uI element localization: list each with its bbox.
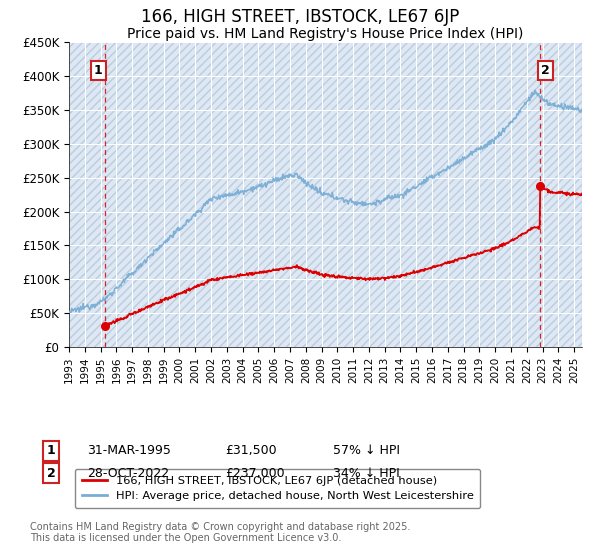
- Title: Price paid vs. HM Land Registry's House Price Index (HPI): Price paid vs. HM Land Registry's House …: [127, 27, 524, 41]
- Text: 166, HIGH STREET, IBSTOCK, LE67 6JP: 166, HIGH STREET, IBSTOCK, LE67 6JP: [141, 8, 459, 26]
- Text: 1: 1: [94, 64, 103, 77]
- Text: 2: 2: [541, 64, 550, 77]
- Text: 31-MAR-1995: 31-MAR-1995: [87, 444, 171, 458]
- Text: 2: 2: [47, 466, 55, 480]
- Legend: 166, HIGH STREET, IBSTOCK, LE67 6JP (detached house), HPI: Average price, detach: 166, HIGH STREET, IBSTOCK, LE67 6JP (det…: [74, 469, 481, 508]
- Text: Contains HM Land Registry data © Crown copyright and database right 2025.
This d: Contains HM Land Registry data © Crown c…: [30, 521, 410, 543]
- Text: £237,000: £237,000: [225, 466, 284, 480]
- Text: 28-OCT-2022: 28-OCT-2022: [87, 466, 169, 480]
- Text: £31,500: £31,500: [225, 444, 277, 458]
- Text: 34% ↓ HPI: 34% ↓ HPI: [333, 466, 400, 480]
- Text: 1: 1: [47, 444, 55, 458]
- Text: 57% ↓ HPI: 57% ↓ HPI: [333, 444, 400, 458]
